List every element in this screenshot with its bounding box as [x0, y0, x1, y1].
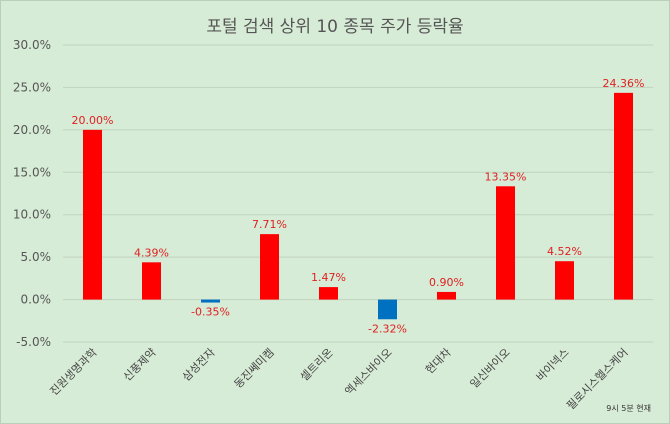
bars [83, 92, 633, 320]
data-label: -0.35% [191, 306, 230, 319]
footnote: 9시 5분 현재 [606, 404, 651, 413]
data-label: 20.00% [72, 114, 114, 127]
y-tick-label: 30.0% [13, 38, 51, 52]
bar [614, 92, 633, 300]
category-label: 삼성전자 [180, 346, 218, 384]
bar [319, 287, 338, 300]
bar [496, 186, 515, 300]
bar [555, 261, 574, 300]
data-label: 13.35% [485, 170, 527, 183]
chart-title: 포털 검색 상위 10 종목 주가 등락율 [206, 17, 463, 37]
data-labels: 20.00% 4.39% -0.35% 7.71% 1.47% -2.32% 0.90% 13… [72, 77, 645, 335]
y-axis-tick-labels: -5.0% 0.0% 5.0% 10.0% 15.0% 20.0% 25.0% 30.0% [13, 38, 51, 349]
data-label: 4.52% [547, 245, 582, 258]
data-label: -2.32% [368, 322, 407, 335]
category-label: 엑세스바이오 [342, 346, 394, 398]
bar [201, 299, 220, 303]
y-tick-label: 5.0% [21, 250, 52, 264]
bar [437, 291, 456, 300]
data-label: 7.71% [252, 218, 287, 231]
bar [83, 129, 102, 300]
category-label: 동진쎄미켐 [232, 346, 277, 391]
category-label: 셀트리온 [298, 346, 336, 384]
y-tick-label: 0.0% [21, 293, 52, 307]
y-tick-label: 10.0% [13, 208, 51, 222]
gridlines [63, 44, 653, 343]
bar [142, 262, 161, 300]
category-label: 신풍제약 [120, 345, 159, 384]
data-label: 1.47% [311, 271, 346, 284]
bar [260, 234, 279, 300]
category-labels: 진원생명과학 신풍제약 삼성전자 동진쎄미켐 셀트리온 엑세스바이오 현대차 일신바이오 바이넥… [47, 345, 630, 412]
y-tick-label: 25.0% [13, 80, 51, 94]
bar [378, 299, 397, 320]
data-label: 0.90% [429, 276, 464, 289]
category-label: 일신바이오 [467, 345, 513, 391]
data-label: 4.39% [134, 246, 169, 259]
data-label: 24.36% [603, 77, 645, 90]
category-label: 진원생명과학 [47, 346, 99, 398]
category-label: 현대차 [423, 346, 454, 377]
y-tick-label: -5.0% [16, 335, 51, 349]
category-label: 바이넥스 [534, 346, 572, 384]
y-tick-label: 20.0% [13, 123, 51, 137]
y-tick-label: 15.0% [13, 165, 51, 179]
category-label: 필로시스헬스케어 [564, 346, 630, 412]
